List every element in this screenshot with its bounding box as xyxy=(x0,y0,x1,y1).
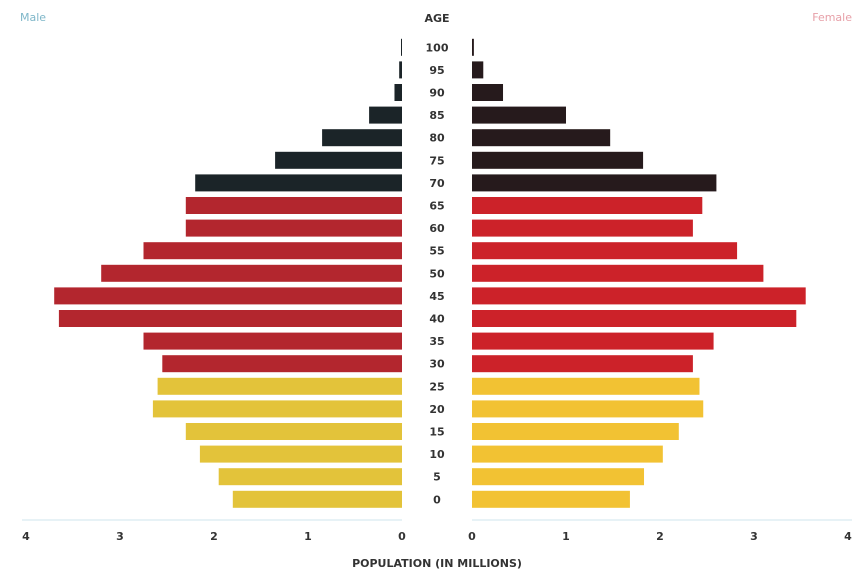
x-axis: 4 3 2 1 0 0 1 2 3 4 xyxy=(22,519,852,543)
age-label-95: 95 xyxy=(429,64,444,77)
female-bar-age-90 xyxy=(472,84,504,101)
x-tick-label: 1 xyxy=(562,530,570,543)
age-label-35: 35 xyxy=(429,335,444,348)
age-label-15: 15 xyxy=(429,426,444,439)
x-tick-label: 2 xyxy=(210,530,218,543)
x-tick-label: 1 xyxy=(304,530,312,543)
male-bar-age-80 xyxy=(322,129,402,147)
female-bar-age-70 xyxy=(472,174,717,192)
female-bar-age-100 xyxy=(472,38,474,56)
female-bar-age-5 xyxy=(472,468,645,486)
right-side-label: Female xyxy=(812,11,852,24)
female-bar-age-75 xyxy=(472,151,644,169)
male-bar-age-70 xyxy=(195,174,402,192)
male-bar-age-95 xyxy=(399,61,402,79)
male-bar-age-90 xyxy=(394,84,402,101)
male-bar-age-35 xyxy=(143,332,402,350)
male-bar-age-5 xyxy=(218,468,402,486)
female-bar-age-60 xyxy=(472,219,693,237)
female-bar-age-65 xyxy=(472,197,703,214)
center-axis-label: AGE xyxy=(424,12,449,25)
male-bar-age-0 xyxy=(232,490,402,508)
age-label-25: 25 xyxy=(429,380,444,393)
age-label-30: 30 xyxy=(429,358,445,371)
male-bar-age-60 xyxy=(185,219,402,237)
male-bar-age-85 xyxy=(369,106,402,124)
male-bar-age-40 xyxy=(58,310,403,327)
x-tick-label: 0 xyxy=(398,530,406,543)
male-bar-age-20 xyxy=(152,400,402,418)
female-bar-age-35 xyxy=(472,332,714,350)
age-labels-group: 1009590858075706560555045403530252015105… xyxy=(426,41,449,506)
female-bar-age-85 xyxy=(472,106,566,124)
female-bar-age-20 xyxy=(472,400,704,418)
age-label-70: 70 xyxy=(429,177,445,190)
x-tick-label: 2 xyxy=(656,530,664,543)
bars-group xyxy=(54,38,806,508)
male-bar-age-75 xyxy=(275,151,402,169)
x-tick-label: 0 xyxy=(468,530,476,543)
age-label-65: 65 xyxy=(429,200,444,213)
age-label-50: 50 xyxy=(429,267,445,280)
age-label-5: 5 xyxy=(433,471,441,484)
age-label-0: 0 xyxy=(433,493,441,506)
age-label-100: 100 xyxy=(426,41,449,54)
female-bar-age-40 xyxy=(472,310,797,327)
x-tick-label: 4 xyxy=(844,530,852,543)
age-label-85: 85 xyxy=(429,109,444,122)
age-label-10: 10 xyxy=(429,448,445,461)
female-bar-age-55 xyxy=(472,242,738,260)
male-bar-age-10 xyxy=(199,445,402,463)
x-tick-label: 3 xyxy=(116,530,124,543)
female-bar-age-45 xyxy=(472,287,806,305)
female-bar-age-10 xyxy=(472,445,663,463)
age-label-80: 80 xyxy=(429,132,445,145)
left-side-label: Male xyxy=(20,11,46,24)
age-label-20: 20 xyxy=(429,403,445,416)
male-bar-age-25 xyxy=(157,377,402,395)
female-bar-age-80 xyxy=(472,129,611,147)
female-bar-age-0 xyxy=(472,490,630,508)
female-bar-age-50 xyxy=(472,264,764,282)
age-label-45: 45 xyxy=(429,290,444,303)
female-bar-age-25 xyxy=(472,377,700,395)
age-label-60: 60 xyxy=(429,222,445,235)
female-bar-age-95 xyxy=(472,61,484,79)
male-bar-age-30 xyxy=(162,355,402,373)
age-label-40: 40 xyxy=(429,313,445,326)
male-bar-age-15 xyxy=(185,423,402,440)
x-tick-label: 3 xyxy=(750,530,758,543)
male-bar-age-65 xyxy=(185,197,402,214)
male-bar-age-45 xyxy=(54,287,402,305)
male-bar-age-50 xyxy=(101,264,402,282)
female-bar-age-30 xyxy=(472,355,693,373)
age-label-75: 75 xyxy=(429,154,444,167)
female-bar-age-15 xyxy=(472,423,679,440)
male-bar-age-100 xyxy=(401,38,402,56)
age-label-90: 90 xyxy=(429,87,445,100)
x-tick-label: 4 xyxy=(22,530,30,543)
age-label-55: 55 xyxy=(429,245,444,258)
x-axis-title: POPULATION (IN MILLIONS) xyxy=(352,557,522,570)
male-bar-age-55 xyxy=(143,242,402,260)
